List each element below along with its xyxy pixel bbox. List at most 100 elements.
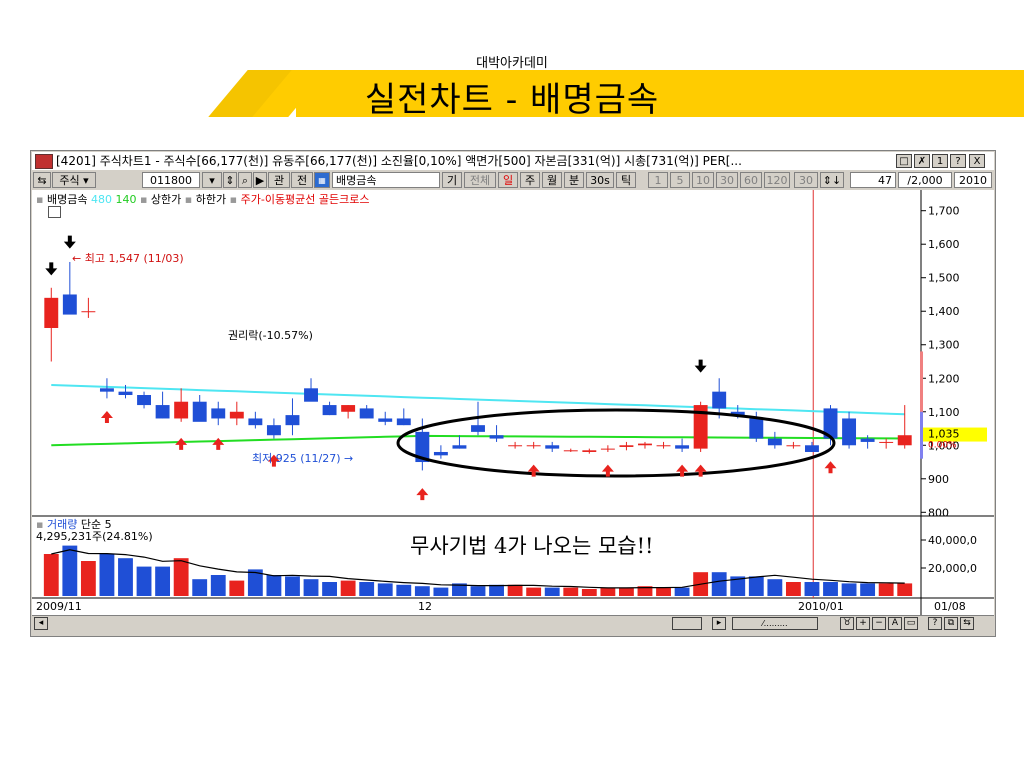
candle-body	[693, 405, 708, 449]
collapse-box-icon[interactable]	[48, 206, 61, 218]
search-icon[interactable]: ⌕	[238, 172, 252, 188]
title-band	[296, 70, 1024, 117]
price-tick-label: 1,500	[928, 272, 960, 285]
help-button[interactable]: ?	[950, 154, 966, 168]
current-price-label: 1,035	[928, 428, 960, 441]
code-input[interactable]: 011800	[142, 172, 200, 188]
code-dropdown-icon[interactable]: ▾	[202, 172, 222, 188]
candle-body	[433, 451, 448, 456]
interval-stepper[interactable]: ⇕↓	[820, 172, 844, 188]
volume-bar	[711, 572, 727, 596]
price-tick-label: 1,300	[928, 339, 960, 352]
year-field[interactable]: 2010	[954, 172, 992, 188]
market-select[interactable]: 주식 ▾	[52, 172, 96, 188]
volume-bar	[841, 583, 857, 596]
period-minute-button[interactable]: 분	[564, 172, 584, 188]
buy-arrow-icon	[212, 437, 225, 450]
candle-body	[378, 418, 393, 422]
legend-signal: 주가-이동평균선 골든크로스	[240, 193, 370, 206]
interval-1-button[interactable]: 1	[648, 172, 668, 188]
settings-icon[interactable]: ⇆	[960, 617, 974, 630]
candle-body	[396, 418, 411, 426]
candle-body	[712, 391, 727, 409]
volume-bar	[804, 582, 820, 596]
interval-30-button[interactable]: 30	[716, 172, 738, 188]
scroll-thumb[interactable]	[672, 617, 702, 630]
scroll-left-icon[interactable]: ◂	[34, 617, 48, 630]
print-icon[interactable]: ▭	[904, 617, 918, 630]
prev-button[interactable]: 전	[291, 172, 313, 188]
volume-bar	[878, 583, 894, 596]
horizontal-scrollbar[interactable]: ◂ ▸ ⁄……… ♉ + − A ▭ ? ⧉ ⇆	[32, 615, 994, 631]
candle-body	[322, 405, 337, 416]
period-all-button[interactable]: 전체	[464, 172, 496, 188]
text-tool-icon[interactable]: A	[888, 617, 902, 630]
interval-custom-input[interactable]: 30	[794, 172, 818, 188]
stock-name-field[interactable]: 배명금속	[332, 172, 440, 188]
candle-body	[786, 445, 801, 447]
legend-row: ▪ 배명금속 480 140 ▪ 상한가 ▪ 하한가 ▪ 주가-이동평균선 골든…	[36, 191, 370, 207]
zoom-slider[interactable]: ⁄………	[732, 617, 818, 630]
candle-body	[137, 395, 151, 406]
code-stepper[interactable]: ⇕	[223, 172, 237, 188]
price-tick-label: 1,200	[928, 372, 960, 385]
volume-bar	[748, 576, 764, 596]
period-30s-button[interactable]: 30s	[586, 172, 614, 188]
volume-bar	[396, 584, 412, 596]
pin-button[interactable]: ✗	[914, 154, 930, 168]
period-week-button[interactable]: 주	[520, 172, 540, 188]
prefix-button[interactable]: 기	[442, 172, 462, 188]
candle-body	[118, 391, 133, 396]
play-icon[interactable]: ▶	[253, 172, 267, 188]
copy-icon[interactable]: ⧉	[944, 617, 958, 630]
candle-body	[508, 445, 523, 447]
price-range-bar	[920, 351, 923, 446]
candle-body	[823, 408, 838, 439]
chart-area[interactable]: ▪ 배명금속 480 140 ▪ 상한가 ▪ 하한가 ▪ 주가-이동평균선 골든…	[32, 190, 994, 630]
scroll-right-icon[interactable]: ▸	[712, 617, 726, 630]
volume-bar	[414, 586, 430, 596]
candle-body	[229, 411, 244, 419]
volume-bar	[359, 582, 375, 596]
candle-body	[81, 311, 96, 313]
volume-bar	[99, 554, 115, 596]
zoom-out-icon[interactable]: −	[872, 617, 886, 630]
period-tick-button[interactable]: 틱	[616, 172, 636, 188]
zoom-in-icon[interactable]: +	[856, 617, 870, 630]
candle-body	[767, 438, 782, 446]
window-titlebar[interactable]: [4201] 주식차트1 - 주식수[66,177(천)] 유동주[66,177…	[32, 152, 994, 170]
candle-body	[749, 418, 764, 439]
link-icon[interactable]: ⇆	[33, 172, 51, 188]
date-label-last: 01/08	[934, 600, 966, 613]
watch-button[interactable]: 관	[268, 172, 290, 188]
interval-120-button[interactable]: 120	[764, 172, 790, 188]
period-month-button[interactable]: 월	[542, 172, 562, 188]
interval-60-button[interactable]: 60	[740, 172, 762, 188]
help-icon[interactable]: ?	[928, 617, 942, 630]
candle-body	[805, 445, 819, 452]
count-input[interactable]: 47	[850, 172, 896, 188]
candle-body	[266, 425, 281, 436]
volume-bar	[489, 584, 504, 596]
reset-icon[interactable]: ♉	[840, 617, 854, 630]
restore-button[interactable]: □	[896, 154, 912, 168]
volume-bar	[247, 569, 263, 596]
legend-ma2: 140	[115, 193, 137, 206]
candle-body	[897, 435, 912, 446]
close-button[interactable]: X	[969, 154, 985, 168]
buy-arrow-icon	[267, 454, 280, 467]
period-day-button[interactable]: 일	[498, 172, 518, 188]
candle-body	[415, 431, 430, 463]
volume-bar	[637, 586, 653, 596]
candle-body	[545, 445, 560, 449]
candle-body	[600, 448, 615, 450]
volume-bar	[377, 583, 393, 596]
interval-5-button[interactable]: 5	[670, 172, 690, 188]
price-tick-label: 900	[928, 473, 949, 486]
slide-title: 실전차트 - 배명금속	[364, 80, 660, 120]
volume-bar	[730, 576, 746, 596]
candle-body	[285, 415, 300, 426]
price-range-bar	[920, 411, 923, 459]
window-number-button[interactable]: 1	[932, 154, 948, 168]
interval-10-button[interactable]: 10	[692, 172, 714, 188]
